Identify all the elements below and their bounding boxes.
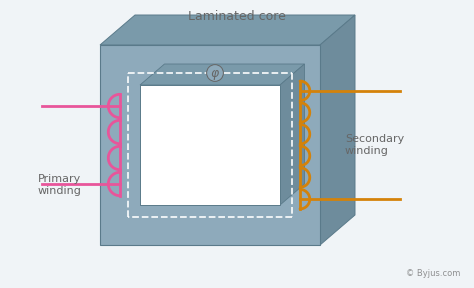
Text: Primary
winding: Primary winding bbox=[38, 174, 82, 196]
Polygon shape bbox=[320, 15, 355, 245]
Polygon shape bbox=[140, 85, 280, 205]
Polygon shape bbox=[100, 15, 355, 45]
Text: Laminated core: Laminated core bbox=[188, 10, 286, 23]
Text: © Byjus.com: © Byjus.com bbox=[406, 269, 460, 278]
Polygon shape bbox=[140, 85, 280, 205]
Polygon shape bbox=[140, 64, 304, 85]
Polygon shape bbox=[280, 64, 304, 205]
Text: Secondary
winding: Secondary winding bbox=[345, 134, 404, 156]
Text: φ: φ bbox=[211, 67, 219, 79]
Polygon shape bbox=[100, 45, 320, 245]
